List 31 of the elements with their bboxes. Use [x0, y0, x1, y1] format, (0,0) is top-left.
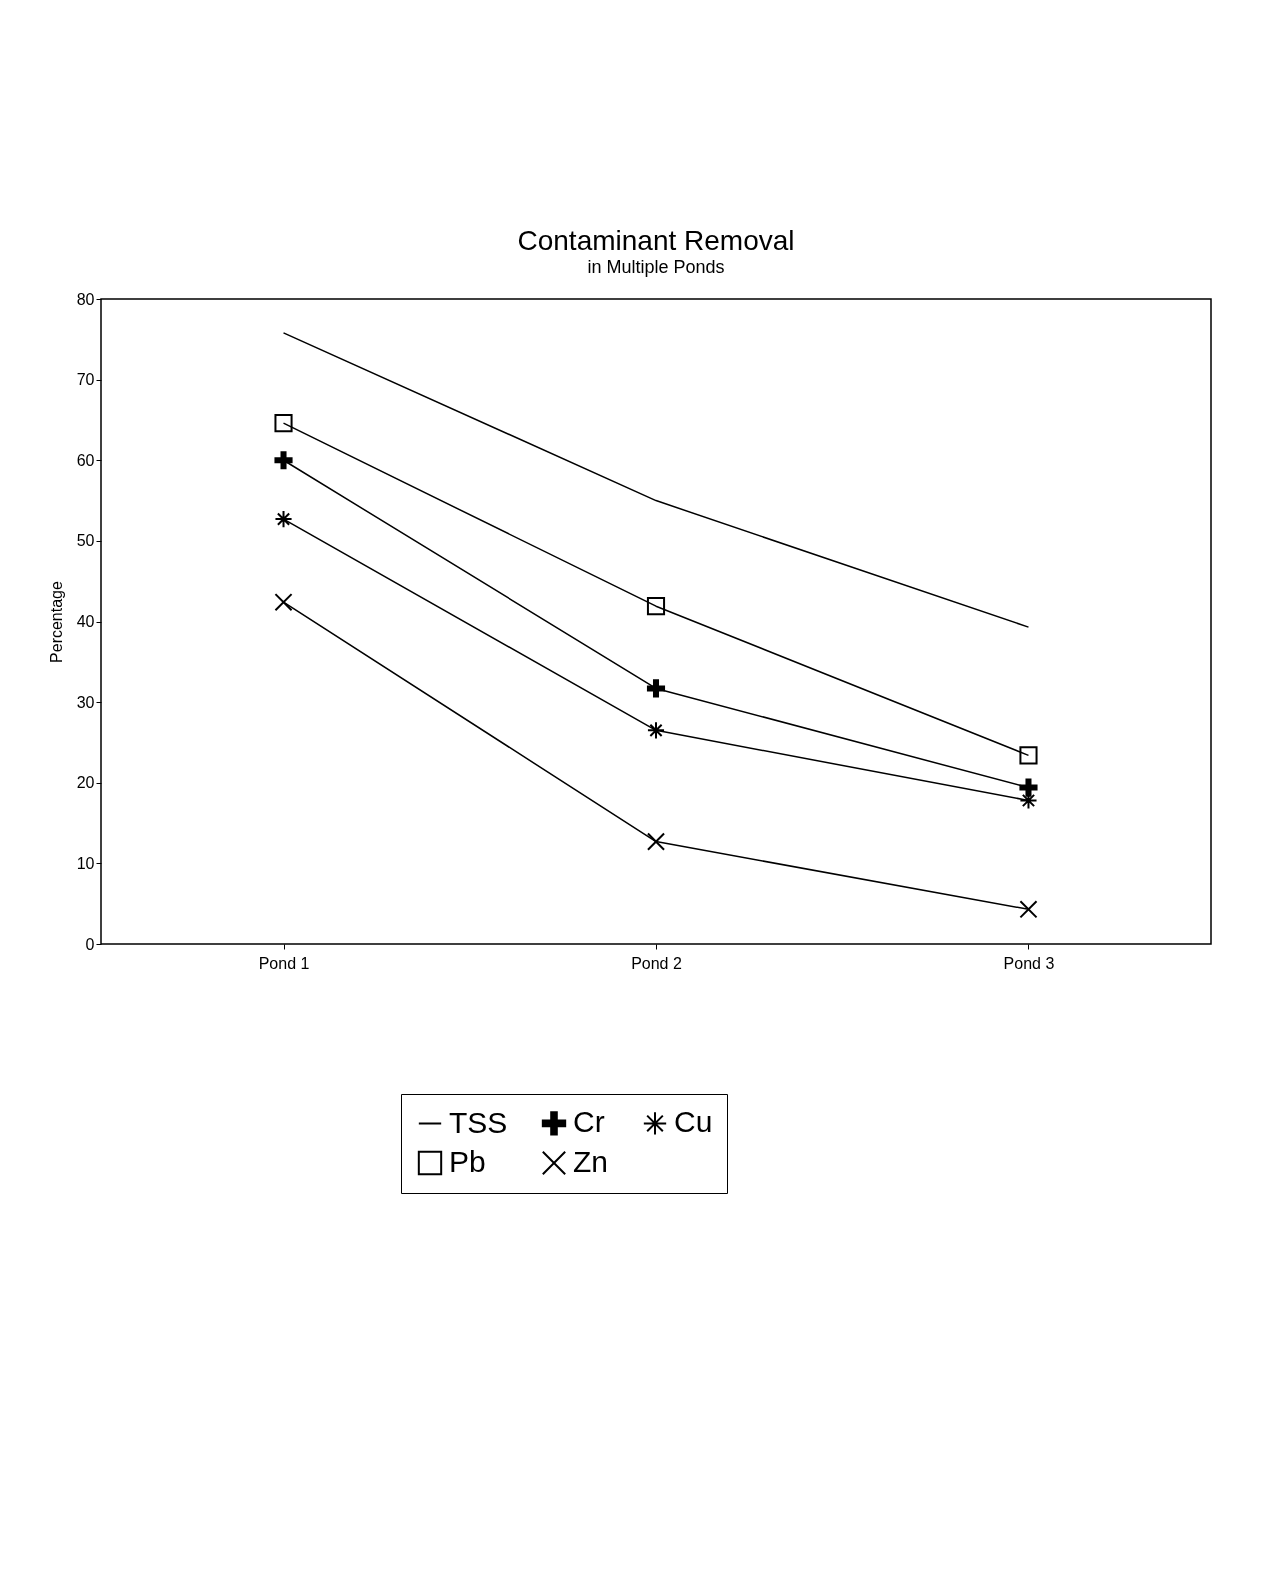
point	[1019, 900, 1038, 919]
x-tick-label: Pond 3	[1003, 954, 1055, 972]
y-axis-title: Percentage	[47, 580, 65, 663]
point	[274, 510, 293, 529]
point	[646, 679, 666, 698]
y-tick-label: 0	[85, 935, 95, 953]
y-tick-label: 30	[76, 693, 95, 711]
y-tick-label: 50	[76, 532, 95, 550]
point	[274, 593, 293, 612]
point	[1019, 746, 1038, 765]
point	[646, 832, 666, 851]
y-tick-label: 20	[76, 774, 95, 792]
legend-label: Zn	[573, 1145, 609, 1178]
point	[646, 597, 666, 616]
point	[646, 721, 666, 740]
y-tick-label: 40	[76, 613, 95, 630]
chart-title: Contaminant Removal	[517, 225, 795, 256]
y-tick-label: 80	[76, 290, 95, 308]
point	[274, 414, 293, 433]
y-tick-label: 70	[76, 371, 95, 389]
legend-label: TSS	[449, 1105, 508, 1139]
x-tick-label: Pond 1	[258, 954, 310, 972]
legend-label: Cr	[573, 1105, 605, 1139]
chart-subtitle: in Multiple Ponds	[587, 257, 725, 277]
x-tick-label: Pond 2	[631, 954, 682, 972]
y-tick-label: 60	[76, 451, 95, 469]
point	[274, 451, 293, 470]
legend-label: Pb	[449, 1145, 486, 1178]
y-tick-label: 10	[76, 854, 95, 872]
legend-label: Cu	[674, 1105, 713, 1139]
point	[1019, 778, 1038, 797]
